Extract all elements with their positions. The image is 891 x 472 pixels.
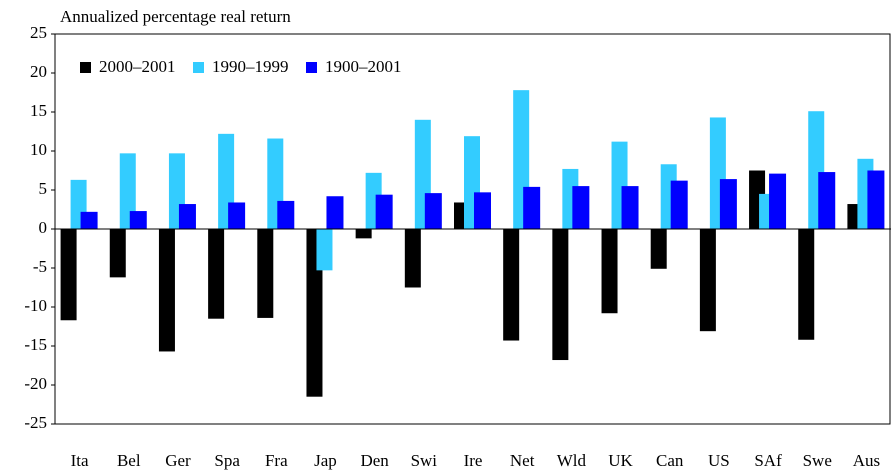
legend-swatch: [306, 62, 317, 73]
bar: [119, 153, 136, 229]
chart-title: Annualized percentage real return: [60, 7, 291, 26]
y-tick-label: 15: [30, 101, 47, 120]
bar: [80, 211, 98, 229]
y-tick-label: 25: [30, 23, 47, 42]
x-tick-label: SAf: [754, 451, 782, 470]
bar: [798, 229, 815, 340]
x-tick-label: US: [708, 451, 730, 470]
x-tick-label: Can: [656, 451, 684, 470]
bar: [424, 193, 442, 229]
bar: [178, 204, 196, 229]
x-tick-label: Fra: [265, 451, 288, 470]
x-tick-label: Swi: [411, 451, 438, 470]
bar: [552, 229, 569, 361]
bar: [699, 229, 716, 332]
bar: [375, 194, 393, 229]
x-tick-label: Spa: [214, 451, 240, 470]
y-tick-label: -15: [24, 335, 47, 354]
y-tick-label: 0: [39, 218, 48, 237]
bar: [719, 179, 737, 229]
bar: [523, 186, 541, 229]
bar: [306, 229, 323, 397]
legend-swatch: [193, 62, 204, 73]
bar: [277, 200, 295, 229]
bar: [474, 192, 491, 229]
bar: [316, 229, 333, 271]
x-tick-label: Aus: [853, 451, 880, 470]
bar: [355, 229, 372, 239]
y-tick-label: 10: [30, 140, 47, 159]
x-tick-label: Jap: [314, 451, 337, 470]
legend-label: 1900–2001: [325, 57, 402, 76]
x-tick-label: Ire: [464, 451, 483, 470]
x-tick-label: Bel: [117, 451, 141, 470]
legend-label: 1990–1999: [212, 57, 289, 76]
bar: [503, 229, 520, 341]
bar: [621, 186, 639, 229]
bar: [650, 229, 667, 269]
bar: [769, 173, 787, 229]
x-tick-label: UK: [608, 451, 633, 470]
bar: [158, 229, 175, 352]
legend-label: 2000–2001: [99, 57, 176, 76]
bar: [129, 211, 147, 229]
x-tick-label: Ita: [71, 451, 89, 470]
bar: [208, 229, 225, 319]
bar: [404, 229, 421, 288]
bar: [60, 229, 77, 321]
bar: [572, 186, 590, 229]
x-tick-label: Wld: [557, 451, 587, 470]
y-tick-label: -25: [24, 413, 47, 432]
y-tick-label: 5: [39, 179, 48, 198]
x-tick-label: Net: [510, 451, 535, 470]
bar: [670, 180, 688, 229]
bar: [601, 229, 618, 314]
y-tick-label: -5: [33, 257, 47, 276]
y-tick-label: -10: [24, 296, 47, 315]
y-tick-label: -20: [24, 374, 47, 393]
y-tick-label: 20: [30, 62, 47, 81]
x-tick-label: Swe: [803, 451, 832, 470]
legend-swatch: [80, 62, 91, 73]
bar: [818, 172, 836, 229]
bar: [257, 229, 274, 318]
bar: [867, 170, 885, 229]
x-tick-label: Den: [360, 451, 389, 470]
bar: [326, 196, 344, 229]
bar: [109, 229, 126, 278]
bar: [228, 202, 246, 229]
x-tick-label: Ger: [165, 451, 191, 470]
